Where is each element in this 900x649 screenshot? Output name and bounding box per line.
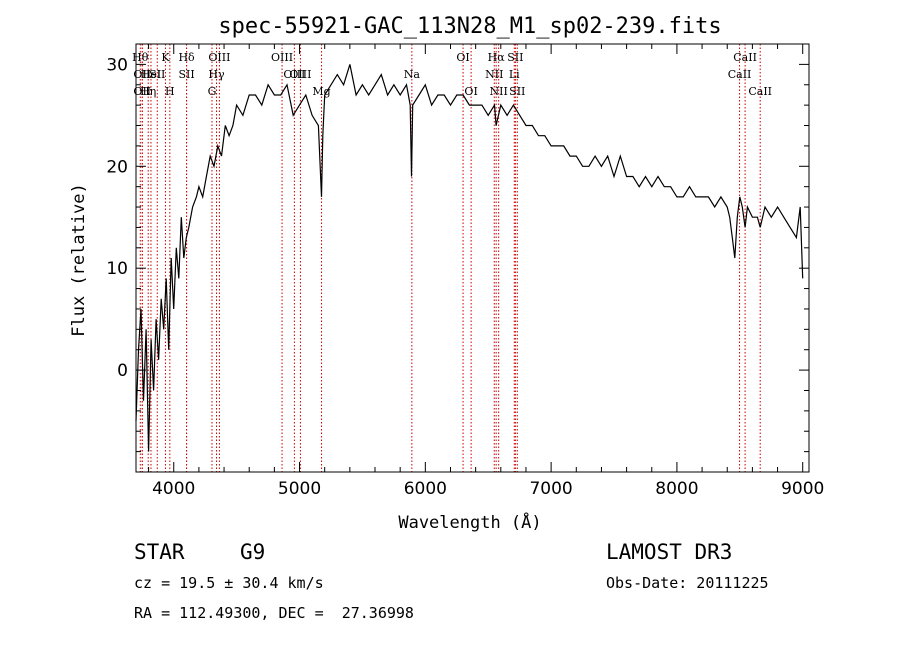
spectrum-line — [135, 64, 804, 452]
line-marker-label: SII — [149, 68, 165, 81]
line-marker-label: H — [165, 85, 175, 98]
line-marker-label: OIII — [271, 51, 293, 64]
line-marker-label: Mg — [312, 85, 330, 98]
line-marker-label: CaII — [728, 68, 752, 81]
line-marker-label: Hγ — [208, 68, 225, 81]
x-tick-label: 7000 — [529, 479, 572, 499]
x-axis-ticks: 4000 5000 6000 7000 8000 9000 — [148, 44, 824, 499]
x-tick-label: 6000 — [404, 479, 447, 499]
y-axis-ticks: 0 10 20 30 — [106, 43, 809, 453]
line-marker-label: Na — [404, 68, 421, 81]
survey-name: LAMOST DR3 — [606, 540, 733, 564]
y-tick-label: 10 — [106, 259, 128, 279]
ra-dec: RA = 112.49300, DEC = 27.36998 — [134, 604, 414, 622]
object-class: STAR — [134, 540, 185, 564]
line-marker-label: OIII — [289, 68, 311, 81]
y-axis-label: Flux (relative) — [69, 183, 89, 337]
chart-title: spec-55921-GAC_113N28_M1_sp02-239.fits — [218, 14, 721, 39]
x-axis-label: Wavelength (Å) — [398, 511, 541, 533]
line-marker-label: OI — [456, 51, 469, 64]
line-marker-label: SII — [178, 68, 194, 81]
redshift-cz: cz = 19.5 ± 30.4 km/s — [134, 574, 324, 592]
line-marker-label: OIII — [208, 51, 230, 64]
line-marker-label: OII — [133, 85, 151, 98]
line-marker-label: Hδ — [178, 51, 195, 64]
y-tick-label: 0 — [117, 361, 128, 381]
line-marker-label: NII — [490, 85, 508, 98]
line-markers — [139, 44, 761, 472]
line-marker-label: Hη — [140, 85, 156, 98]
object-subclass: G9 — [240, 540, 266, 564]
line-marker-label: G — [208, 85, 217, 98]
line-marker-label: OII — [133, 68, 151, 81]
line-marker-label: NII — [485, 68, 503, 81]
line-marker-label: SII — [507, 51, 523, 64]
x-tick-label: 9000 — [781, 479, 824, 499]
x-tick-label: 4000 — [152, 479, 195, 499]
line-marker-label: CaII — [733, 51, 757, 64]
line-marker-label: OI — [464, 85, 477, 98]
line-marker-label: Hα — [488, 51, 506, 64]
line-marker-label: HeI — [141, 68, 161, 81]
line-marker-label: Li — [509, 68, 520, 81]
line-marker-label: OIII — [283, 68, 305, 81]
obs-date: Obs-Date: 20111225 — [606, 574, 769, 592]
line-marker-label: K — [161, 51, 170, 64]
line-marker-label: SII — [509, 85, 525, 98]
plot-frame — [135, 43, 810, 473]
line-marker-label: Hθ — [132, 51, 149, 64]
line-marker-label: CaII — [748, 85, 772, 98]
x-tick-label: 8000 — [655, 479, 698, 499]
y-tick-label: 20 — [106, 157, 128, 177]
x-tick-label: 5000 — [278, 479, 321, 499]
y-tick-label: 30 — [106, 55, 128, 75]
